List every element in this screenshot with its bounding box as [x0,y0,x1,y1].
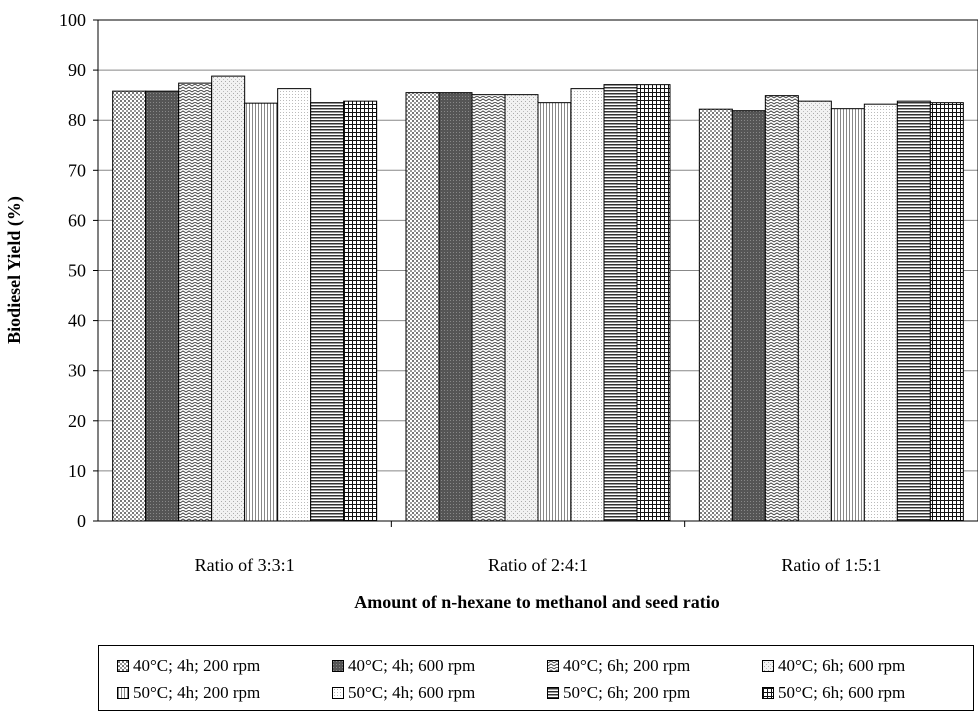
legend-item: 40°C; 6h; 600 rpm [762,656,905,676]
legend-item: 40°C; 4h; 200 rpm [117,656,260,676]
legend-label: 50°C; 4h; 600 rpm [348,683,476,702]
legend-item: 50°C; 4h; 200 rpm [117,683,260,703]
x-axis-label: Amount of n-hexane to methanol and seed … [354,592,720,612]
legend-label: 40°C; 6h; 600 rpm [778,656,906,675]
bar-3-2 [731,110,766,522]
y-axis-label: Biodiesel Yield (%) [4,196,25,344]
bar-2-8 [636,84,671,522]
y-tick-label: 20 [68,411,86,431]
legend-swatch [547,687,559,699]
legend-swatch [332,687,344,699]
y-tick-label: 40 [68,311,86,331]
bar-1-8 [343,100,378,522]
bar-3-5 [830,108,865,522]
bar-2-4 [504,94,539,522]
legend-label: 50°C; 6h; 200 rpm [563,683,691,702]
x-tick-label: Ratio of 2:4:1 [488,555,588,575]
bar-3-3 [764,95,799,522]
y-tick-label: 30 [68,361,86,381]
x-tick-label: Ratio of 3:3:1 [195,555,295,575]
bar-2-7 [603,84,638,522]
bar-1-4 [211,75,246,522]
legend-item: 50°C; 6h; 200 rpm [547,683,690,703]
legend-swatch [762,687,774,699]
x-tick-label: Ratio of 1:5:1 [781,555,881,575]
legend-label: 40°C; 4h; 200 rpm [133,656,261,675]
bar-1-1 [112,90,147,522]
bar-2-2 [438,92,473,522]
bar-3-4 [797,100,832,522]
y-tick-label: 10 [68,461,86,481]
y-tick-label: 100 [59,10,86,30]
bar-1-7 [310,102,345,522]
legend-swatch [332,660,344,672]
y-tick-label: 60 [68,210,86,230]
bar-3-1 [698,108,733,522]
y-tick-label: 0 [77,511,86,531]
legend: 40°C; 4h; 200 rpm 40°C; 4h; 600 rpm 40°C; … [98,645,974,711]
legend-swatch [547,660,559,672]
bars [112,75,964,522]
legend-swatch [762,660,774,672]
legend-label: 50°C; 6h; 600 rpm [778,683,906,702]
bar-3-8 [929,102,964,522]
bar-1-2 [145,90,180,522]
y-tick-label: 70 [68,160,86,180]
bar-3-7 [896,100,931,522]
y-axis: 0 10 20 30 40 50 60 70 80 90 100 [59,10,98,531]
bar-1-5 [244,102,279,522]
bar-1-6 [277,88,312,522]
y-tick-label: 90 [68,60,86,80]
legend-label: 40°C; 4h; 600 rpm [348,656,476,675]
bar-2-6 [570,88,605,522]
legend-label: 50°C; 4h; 200 rpm [133,683,261,702]
legend-swatch [117,660,129,672]
y-tick-label: 50 [68,261,86,281]
bar-2-1 [405,92,440,522]
legend-swatch [117,687,129,699]
legend-item: 40°C; 6h; 200 rpm [547,656,690,676]
legend-label: 40°C; 6h; 200 rpm [563,656,691,675]
bar-3-6 [863,103,898,522]
bar-2-5 [537,102,572,522]
x-axis: Ratio of 3:3:1 Ratio of 2:4:1 Ratio of 1:5… [195,521,881,575]
bar-1-3 [178,82,213,522]
legend-item: 50°C; 6h; 600 rpm [762,683,905,703]
bar-2-3 [471,94,506,522]
y-tick-label: 80 [68,110,86,130]
legend-item: 50°C; 4h; 600 rpm [332,683,475,703]
legend-item: 40°C; 4h; 600 rpm [332,656,475,676]
